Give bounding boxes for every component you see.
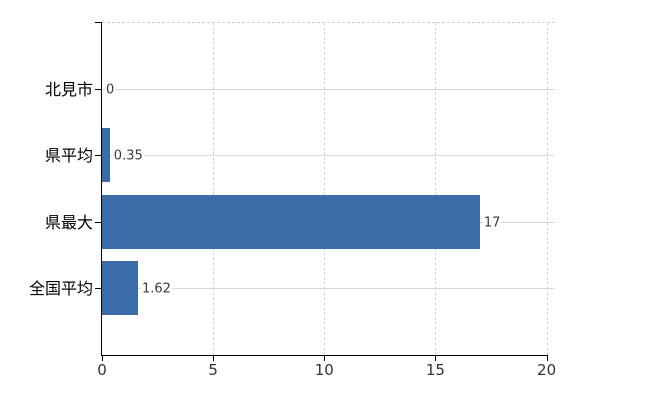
chart-bar	[102, 194, 480, 249]
y-axis-tick	[95, 221, 102, 223]
vertical-gridline	[324, 22, 326, 355]
x-axis-tick	[435, 355, 437, 361]
x-tick-label: 0	[97, 361, 107, 379]
vertical-gridline	[435, 22, 437, 355]
y-axis	[101, 22, 102, 356]
horizontal-gridline	[102, 89, 555, 90]
category-label: 全国平均	[28, 279, 93, 299]
horizontal-gridline	[102, 288, 555, 290]
x-axis-tick	[324, 355, 326, 361]
chart-bar	[102, 128, 110, 183]
y-axis-top-tick	[95, 22, 102, 23]
bar-value-label: 0	[105, 82, 116, 98]
category-label: 北見市	[44, 80, 93, 99]
vertical-gridline	[213, 22, 215, 355]
plot-top-border	[102, 22, 555, 23]
x-tick-label: 15	[425, 361, 445, 379]
y-axis-tick	[95, 155, 102, 157]
horizontal-gridline	[102, 155, 555, 157]
y-axis-tick	[95, 288, 102, 290]
x-axis-tick	[102, 355, 103, 361]
x-axis-tick	[546, 355, 548, 361]
bar-value-label: 0.35	[112, 148, 144, 164]
x-tick-label: 20	[537, 361, 557, 379]
bar-value-label: 17	[482, 215, 502, 231]
x-tick-label: 10	[314, 361, 334, 379]
plot-area	[102, 22, 555, 355]
y-axis-tick	[95, 89, 102, 90]
vertical-gridline	[546, 22, 548, 355]
x-tick-label: 5	[208, 361, 218, 379]
category-label: 県最大	[44, 212, 93, 232]
x-axis-tick	[213, 355, 215, 361]
bar-value-label: 1.62	[141, 281, 172, 297]
category-label: 県平均	[44, 146, 93, 166]
x-axis	[101, 355, 547, 356]
chart-bar	[102, 261, 138, 316]
